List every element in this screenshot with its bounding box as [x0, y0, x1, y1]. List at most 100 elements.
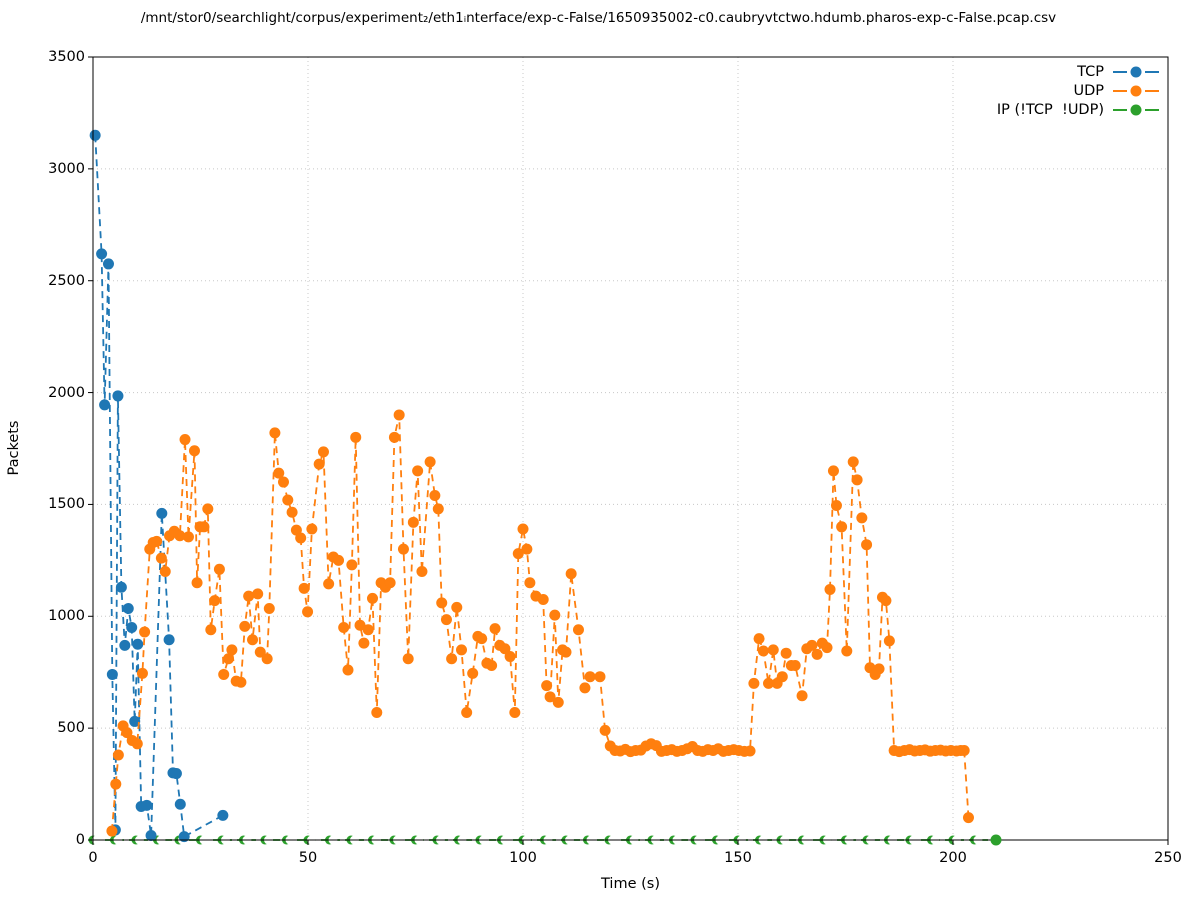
series-marker-udp	[323, 578, 335, 590]
series-marker-udp	[371, 706, 383, 718]
legend-label: IP (!TCP !UDP)	[996, 102, 1104, 118]
series-marker-udp	[235, 676, 247, 688]
series-marker-udp	[451, 601, 463, 613]
series-marker-udp	[388, 431, 400, 443]
series-marker-udp	[524, 577, 536, 589]
x-axis-label: Time (s)	[601, 876, 660, 892]
series-marker-udp	[112, 749, 124, 761]
legend-item-ip: IP (!TCP !UDP)	[997, 102, 1159, 118]
series-marker-udp	[841, 645, 853, 657]
series-marker-udp	[295, 532, 307, 544]
series-marker-udp	[436, 597, 448, 609]
series-marker-tcp	[145, 830, 157, 842]
series-marker-udp	[861, 539, 873, 551]
series-marker-udp	[432, 503, 444, 515]
series-marker-udp	[243, 590, 255, 602]
series-marker-udp	[744, 745, 756, 757]
series-marker-udp	[402, 653, 414, 665]
series-marker-tcp	[163, 634, 175, 646]
series-marker-udp	[499, 643, 511, 655]
series-marker-udp	[440, 614, 452, 626]
series-marker-udp	[397, 543, 409, 555]
series-marker-udp	[789, 660, 801, 672]
legend-label: TCP	[1077, 64, 1104, 80]
series-marker-udp	[110, 778, 122, 790]
series-marker-udp	[504, 651, 516, 663]
series-marker-tcp	[132, 638, 144, 650]
series-marker-tcp	[217, 809, 229, 821]
series-marker-udp	[594, 671, 606, 683]
series-marker-udp	[226, 644, 238, 656]
series-marker-udp	[302, 606, 314, 618]
series-marker-udp	[198, 521, 210, 533]
series-marker-udp	[489, 623, 501, 635]
series-marker-udp	[541, 680, 553, 692]
series-marker-udp	[461, 706, 473, 718]
series-line-udp	[111, 414, 970, 832]
series-marker-udp	[174, 530, 186, 542]
legend-item-tcp: TCP	[1077, 64, 1159, 80]
series-marker-udp	[239, 620, 251, 632]
series-marker-udp	[883, 635, 895, 647]
x-tick-label: 250	[1154, 850, 1182, 866]
series-marker-udp	[549, 609, 561, 621]
series-marker-tcp	[115, 581, 127, 593]
series-marker-udp	[191, 577, 203, 589]
series-marker-udp	[317, 446, 329, 458]
x-tick-label: 50	[298, 850, 318, 866]
series-marker-udp	[836, 521, 848, 533]
series-marker-udp	[338, 621, 350, 633]
series-marker-tcp	[174, 798, 186, 810]
series-marker-udp	[218, 668, 230, 680]
series-marker-udp	[467, 667, 479, 679]
series-marker-udp	[537, 594, 549, 606]
series-marker-udp	[824, 583, 836, 595]
series-marker-udp	[179, 434, 191, 446]
series-marker-udp	[393, 409, 405, 421]
series-marker-udp	[509, 706, 521, 718]
series-marker-udp	[269, 427, 281, 439]
series-marker-udp	[333, 554, 345, 566]
series-marker-udp	[182, 531, 194, 543]
series-marker-udp	[155, 552, 167, 564]
series-marker-udp	[350, 431, 362, 443]
series-marker-udp	[880, 595, 892, 607]
series-marker-udp	[159, 566, 171, 578]
series-marker-udp	[806, 639, 818, 651]
series-marker-udp	[486, 660, 498, 672]
series-marker-udp	[796, 690, 808, 702]
series-marker-udp	[384, 577, 396, 589]
series-marker-tcp	[170, 768, 182, 780]
series-marker-udp	[856, 512, 868, 524]
series-marker-udp	[821, 642, 833, 654]
legend-item-udp: UDP	[1073, 83, 1159, 99]
series-marker-udp	[521, 543, 533, 555]
series-marker-udp	[358, 637, 370, 649]
series-marker-udp	[213, 563, 225, 575]
series-marker-tcp	[96, 248, 108, 260]
x-tick-label: 0	[88, 850, 98, 866]
series-marker-udp	[136, 667, 148, 679]
series-marker-udp	[282, 494, 294, 506]
series-marker-udp	[552, 696, 564, 708]
series-marker-udp	[851, 474, 863, 486]
series-marker-tcp	[119, 639, 131, 651]
series-marker-udp	[560, 646, 572, 658]
y-tick-label: 500	[57, 720, 85, 737]
series-marker-tcp	[89, 129, 101, 141]
series-marker-udp	[780, 647, 792, 659]
series-marker-udp	[202, 503, 214, 515]
y-tick-label: 0	[75, 832, 85, 848]
series-marker-tcp	[106, 668, 118, 680]
series-marker-udp	[306, 523, 318, 535]
y-tick-label: 2500	[48, 272, 85, 289]
series-marker-udp	[757, 645, 769, 657]
legend-label: UDP	[1073, 83, 1104, 99]
series-marker-tcp	[141, 799, 153, 811]
series-marker-udp	[584, 671, 596, 683]
series-marker-udp	[456, 644, 468, 656]
series-marker-udp	[407, 516, 419, 528]
series-marker-udp	[512, 548, 524, 560]
